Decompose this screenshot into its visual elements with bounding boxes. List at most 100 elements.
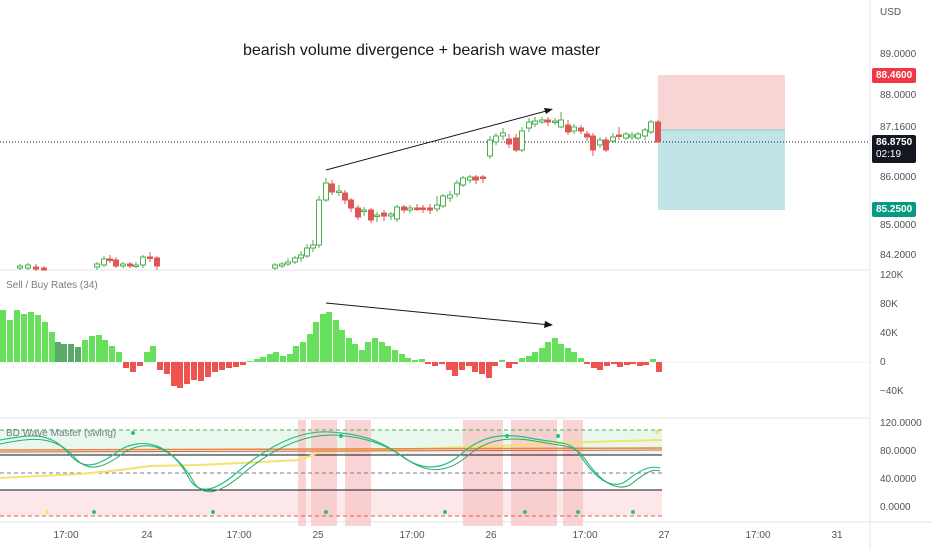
chart-annotation[interactable]: bearish volume divergence + bearish wave… [243, 42, 601, 59]
take-profit-zone[interactable] [658, 130, 785, 210]
volume-bar [61, 344, 67, 362]
wave-pane-title[interactable]: BD Wave Master (swing) [6, 428, 117, 439]
volume-bar [578, 358, 584, 362]
volume-bar [472, 362, 478, 372]
wave-tick: 80.0000 [880, 446, 917, 457]
volume-bar [379, 342, 385, 362]
target-price-tag[interactable]: 85.2500 [872, 202, 917, 217]
candle-body [285, 261, 291, 265]
volume-bar [273, 352, 279, 362]
volume-bar [365, 342, 371, 362]
volume-bar [219, 362, 225, 370]
wave-dots [45, 430, 659, 514]
volume-bar [643, 362, 649, 365]
candle-body [473, 176, 479, 181]
candle-body [336, 190, 342, 193]
volume-bar [96, 335, 102, 362]
volume-tick: 40K [880, 328, 898, 339]
volume-bar [617, 362, 623, 367]
wave-line-slow [0, 434, 661, 493]
stop-price-tag[interactable]: 88.4600 [872, 68, 917, 83]
volume-bar [150, 346, 156, 362]
candle-body [597, 139, 603, 146]
candle-body [394, 206, 400, 220]
last-price-value: 86.8750 [876, 137, 913, 148]
candle-body [584, 133, 590, 138]
candle-body [526, 121, 532, 129]
candle-body [316, 199, 322, 246]
candle-body [603, 139, 609, 151]
long-position-tool[interactable] [658, 75, 785, 210]
last-price-tag[interactable]: 86.8750 02:19 [872, 135, 917, 163]
volume-bar [144, 352, 150, 362]
volume-bar [226, 362, 232, 368]
volume-bar [313, 322, 319, 362]
candle-body [440, 195, 446, 207]
candle-body [460, 177, 466, 186]
candle-body [629, 134, 635, 138]
volume-bar [352, 344, 358, 362]
time-tick: 17:00 [53, 530, 79, 541]
volume-bar [499, 360, 505, 362]
sell-buy-rate-bars[interactable] [0, 310, 662, 388]
volume-trendline[interactable] [325, 302, 553, 328]
candles[interactable] [17, 112, 661, 271]
price-tick: 89.0000 [880, 49, 917, 60]
volume-bar [240, 362, 246, 365]
volume-bar [650, 359, 656, 362]
candle-body [33, 266, 39, 270]
candle-body [414, 207, 420, 210]
volume-bar [212, 362, 218, 372]
price-tick: 87.1600 [880, 122, 917, 133]
time-tick: 25 [312, 530, 324, 541]
signal-band [563, 420, 583, 526]
stop-loss-zone[interactable] [658, 75, 785, 130]
volume-tick: −40K [880, 386, 904, 397]
time-tick: 26 [485, 530, 497, 541]
volume-tick: 120K [880, 270, 904, 281]
volume-bar [385, 346, 391, 362]
volume-bar [333, 320, 339, 362]
time-tick: 24 [141, 530, 153, 541]
volume-bar [656, 362, 662, 372]
price-tick: 84.2000 [880, 250, 917, 261]
volume-bar [280, 356, 286, 362]
wave-dot [523, 510, 527, 514]
candle-body [447, 194, 453, 199]
volume-bar [584, 362, 590, 364]
volume-bar [157, 362, 163, 370]
volume-bar [412, 360, 418, 362]
candle-body [552, 120, 558, 123]
candle-body [355, 207, 361, 218]
wave-dot [339, 434, 343, 438]
price-trendline[interactable] [325, 108, 553, 171]
candle-body [427, 207, 433, 211]
volume-bar [326, 312, 332, 362]
candle-body [127, 263, 133, 267]
time-tick: 27 [658, 530, 670, 541]
volume-bar [637, 362, 643, 366]
candle-body [120, 263, 126, 267]
wave-line-fast [0, 431, 661, 490]
volume-bar [571, 352, 577, 362]
wave-tick: 0.0000 [880, 502, 911, 513]
candle-body [616, 134, 622, 137]
yellow-line [0, 439, 663, 479]
volume-bar [425, 362, 431, 364]
candle-body [329, 183, 335, 193]
candle-body [590, 135, 596, 151]
volume-bar [89, 336, 95, 362]
volume-bar [233, 362, 239, 367]
volume-bar [439, 362, 445, 364]
candle-body [480, 176, 486, 179]
wave-master-pane[interactable] [0, 420, 663, 526]
candle-body [304, 247, 310, 257]
volume-bar [399, 354, 405, 362]
volume-bar [75, 347, 81, 362]
volume-bar [466, 362, 472, 366]
volume-pane-title[interactable]: Sell / Buy Rates (34) [6, 280, 98, 291]
volume-bar [35, 315, 41, 362]
candle-body [519, 130, 525, 151]
volume-bar [55, 342, 61, 362]
